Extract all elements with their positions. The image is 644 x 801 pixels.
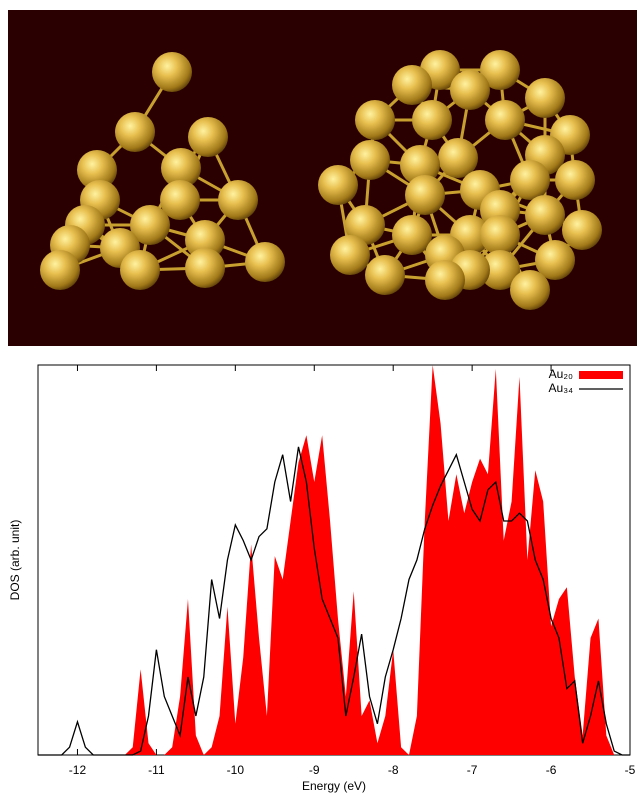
atom <box>115 112 155 152</box>
atom <box>318 165 358 205</box>
y-axis-label: DOS (arb. unit) <box>8 520 22 601</box>
x-tick-label: -7 <box>467 763 478 777</box>
legend-label: Au₂₀ <box>549 367 573 381</box>
atom <box>161 148 201 188</box>
atom <box>355 100 395 140</box>
atom <box>245 242 285 282</box>
atom <box>120 250 160 290</box>
x-tick-label: -6 <box>546 763 557 777</box>
atom <box>185 248 225 288</box>
atom <box>152 52 192 92</box>
atom <box>405 175 445 215</box>
atom <box>365 255 405 295</box>
atom <box>438 138 478 178</box>
atom <box>480 250 520 290</box>
atom <box>525 195 565 235</box>
atom <box>40 250 80 290</box>
atom <box>485 100 525 140</box>
atom <box>185 220 225 260</box>
atom <box>562 210 602 250</box>
atom <box>412 100 452 140</box>
atom <box>218 180 258 220</box>
cluster-render <box>40 50 602 310</box>
x-tick-label: -9 <box>309 763 320 777</box>
dos-line <box>38 446 630 756</box>
atom <box>188 117 228 157</box>
x-tick-label: -11 <box>148 763 165 777</box>
atom <box>330 235 370 275</box>
atom <box>425 260 465 300</box>
atom <box>392 65 432 105</box>
x-tick-label: -12 <box>69 763 87 777</box>
atom <box>77 150 117 190</box>
atom <box>160 180 200 220</box>
atom <box>480 50 520 90</box>
atom <box>480 215 520 255</box>
x-tick-label: -5 <box>625 763 636 777</box>
atom <box>510 270 550 310</box>
atom <box>392 215 432 255</box>
x-tick-label: -8 <box>388 763 399 777</box>
x-tick-label: -10 <box>227 763 245 777</box>
atom <box>400 145 440 185</box>
atom <box>350 140 390 180</box>
atom <box>555 160 595 200</box>
atom <box>510 160 550 200</box>
atom <box>525 78 565 118</box>
legend-label: Au₃₄ <box>549 381 574 395</box>
dos-area <box>38 365 630 755</box>
atom <box>450 70 490 110</box>
legend-swatch <box>579 371 623 379</box>
atom <box>535 240 575 280</box>
atom <box>130 205 170 245</box>
atom <box>345 205 385 245</box>
x-axis-label: Energy (eV) <box>302 779 366 793</box>
